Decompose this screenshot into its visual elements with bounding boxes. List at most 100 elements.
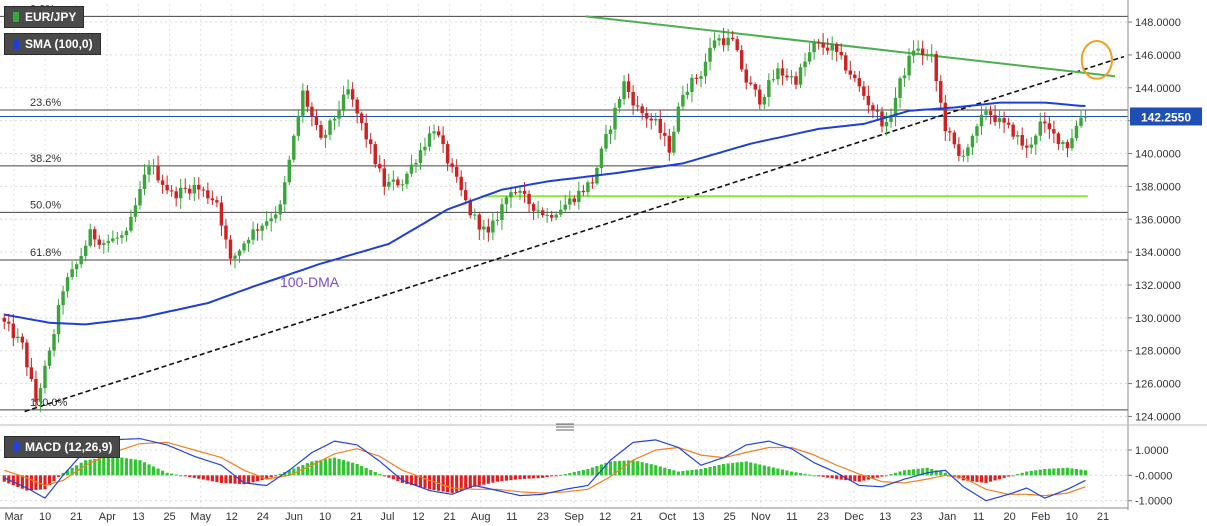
candle-body [531, 204, 536, 211]
date-tick-label: Jun [285, 511, 303, 523]
candle-body [314, 116, 319, 126]
macd-histogram-bar [916, 468, 920, 476]
macd-histogram-bar [1083, 470, 1088, 476]
candle-body [328, 120, 332, 135]
macd-histogram-bar [201, 475, 205, 480]
symbol-tag[interactable]: EUR/JPY [4, 6, 85, 28]
candle-body [233, 255, 237, 259]
candle-body [608, 129, 613, 134]
price-tick-label: 144.0000 [1135, 83, 1181, 95]
macd-histogram-bar [934, 470, 938, 476]
candle-body [911, 50, 916, 56]
candle-body [617, 99, 622, 108]
macd-histogram-bar [16, 475, 20, 487]
macd-histogram-bar [699, 469, 703, 476]
macd-histogram-bar [1034, 470, 1038, 476]
current-price-badge [1130, 107, 1202, 126]
macd-histogram-bar [319, 459, 323, 476]
date-tick-label: 12 [226, 511, 238, 523]
rising-trendline [24, 55, 1125, 413]
macd-histogram-bar [138, 460, 142, 476]
macd-histogram-bar [966, 475, 970, 481]
macd-histogram-bar [532, 475, 536, 479]
candle-body [875, 110, 880, 112]
candle-body [776, 68, 780, 80]
macd-histogram-bar [75, 465, 79, 476]
date-tick-label: Oct [659, 511, 676, 523]
date-tick-label: 21 [443, 511, 455, 523]
candle-body [902, 75, 907, 79]
candle-body [554, 214, 558, 218]
candle-body [142, 174, 147, 189]
macd-histogram-bar [102, 457, 106, 476]
macd-histogram-bar [880, 475, 884, 477]
candle-body [111, 238, 115, 242]
candle-body [464, 190, 468, 201]
candle-body [160, 180, 165, 185]
macd-histogram-bar [1070, 468, 1074, 476]
macd-histogram-bar [712, 465, 717, 476]
candle-body [1056, 133, 1061, 145]
macd-histogram-bar [192, 475, 196, 478]
candle-body [197, 184, 201, 190]
macd-histogram-bar [20, 475, 24, 489]
candle-body [1006, 122, 1011, 125]
macd-histogram-bar [943, 472, 947, 476]
macd-label: MACD (12,26,9) [25, 440, 113, 454]
candle-body [599, 148, 604, 169]
date-tick-label: Mar [5, 511, 24, 523]
date-tick-label: 25 [724, 511, 736, 523]
candle-body [201, 189, 206, 191]
macd-histogram-bar [672, 470, 676, 476]
candle-body [898, 78, 902, 98]
macd-histogram-bar [1074, 469, 1079, 476]
pane-splitter[interactable] [556, 423, 574, 431]
macd-histogram-bar [993, 475, 997, 481]
macd-histogram-bar [1047, 468, 1051, 476]
candle-body [47, 350, 52, 366]
macd-histogram-bar [378, 474, 382, 476]
candle-body [803, 61, 807, 68]
macd-histogram-bar [762, 465, 766, 476]
candle-body [857, 78, 862, 87]
date-tick-label: 23 [910, 511, 922, 523]
macd-histogram-bar [197, 475, 201, 479]
macd-histogram-bar [803, 473, 807, 476]
candle-body [1015, 135, 1020, 137]
macd-histogram-bar [563, 474, 567, 476]
macd-histogram-bar [482, 475, 486, 485]
macd-histogram-bar [115, 456, 119, 476]
candle-body [739, 50, 744, 70]
candle-body [165, 184, 169, 191]
candle-body [667, 135, 672, 153]
macd-histogram-bar [1011, 475, 1015, 477]
candle-body [500, 204, 504, 220]
candle-body [590, 182, 595, 184]
macd-histogram-bar [536, 475, 540, 479]
candle-body [834, 43, 839, 52]
date-tick-label: May [190, 511, 211, 523]
macd-histogram-bar [839, 475, 843, 480]
macd-histogram-bar [604, 462, 608, 476]
macd-histogram-bar [504, 475, 509, 481]
macd-histogram-bar [38, 475, 43, 490]
macd-histogram-bar [142, 462, 147, 476]
sma-tag[interactable]: SMA (100,0) [4, 33, 101, 55]
date-tick-label: Aug [471, 511, 491, 523]
candle-body [34, 378, 38, 402]
candle-body [631, 91, 635, 106]
macd-histogram-bar [853, 475, 857, 482]
macd-tag[interactable]: MACD (12,26,9) [4, 436, 121, 458]
macd-histogram-bar [337, 458, 341, 476]
candle-body [88, 229, 92, 246]
candle-body [364, 122, 368, 140]
macd-histogram-bar [391, 475, 395, 480]
date-tick-label: 20 [1004, 511, 1016, 523]
macd-histogram-bar [527, 475, 531, 479]
macd-histogram-bar [776, 468, 780, 476]
candle-body [577, 190, 581, 203]
symbol-color-swatch [13, 12, 19, 22]
macd-histogram-bar [409, 475, 414, 486]
candle-body [192, 184, 196, 194]
